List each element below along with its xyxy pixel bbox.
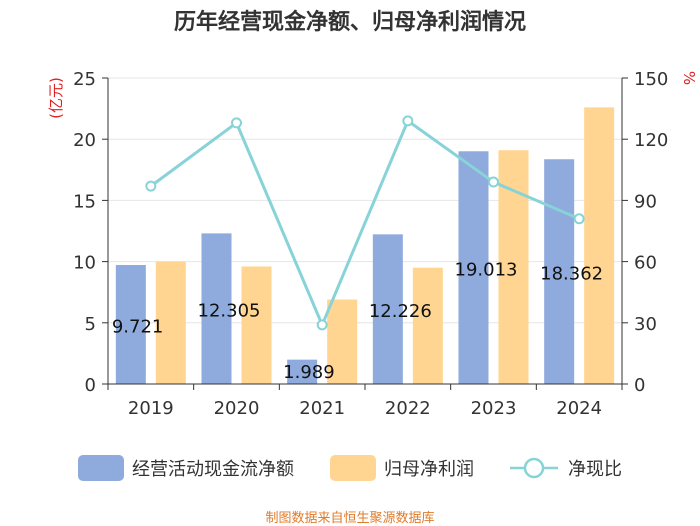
ratio-point	[488, 176, 499, 188]
data-label-cashflow: 18.362	[540, 264, 603, 285]
ratio-point	[231, 117, 242, 129]
right-tick-label: 120	[634, 130, 668, 151]
legend-item-cashflow[interactable]: 经营活动现金流净额	[78, 452, 294, 484]
legend-swatch-cashflow	[78, 455, 124, 481]
right-tick-label: 150	[634, 69, 668, 90]
chart-canvas: 0 5 10 15 20 25 0 30 60 90 120 150 (亿元) % 2019 2020 2021…	[47, 69, 698, 419]
left-tick-label: 25	[73, 69, 96, 90]
right-axis-title: %	[680, 71, 698, 85]
right-tick-label: 60	[634, 253, 657, 274]
bar-cashflow	[201, 233, 232, 384]
bar-netprofit	[327, 299, 358, 384]
left-tick-label: 0	[85, 375, 96, 396]
x-tick-label: 2023	[471, 398, 517, 419]
bar-netprofit	[584, 107, 615, 384]
data-label-cashflow: 12.226	[369, 301, 432, 322]
ratio-point	[145, 180, 157, 192]
bar-cashflow	[544, 159, 575, 384]
ratio-line	[145, 115, 585, 331]
data-label-cashflow: 9.721	[112, 317, 164, 338]
bar-netprofit	[412, 267, 443, 384]
ratio-point	[316, 319, 328, 331]
bar-cashflow	[115, 265, 146, 384]
left-tick-label: 20	[73, 130, 96, 151]
legend-label-ratio: 净现比	[568, 459, 622, 480]
bar-netprofit	[155, 261, 186, 384]
left-axis-title: (亿元)	[47, 77, 65, 119]
left-tick-label: 10	[73, 253, 96, 274]
x-tick-label: 2020	[214, 398, 260, 419]
bar-cashflow	[372, 234, 403, 384]
data-label-cashflow: 1.989	[283, 362, 335, 383]
bars	[115, 107, 615, 384]
x-tick-label: 2021	[299, 398, 345, 419]
axes: 0 5 10 15 20 25 0 30 60 90 120 150 (亿元) % 2019 2020 2021…	[47, 69, 698, 419]
data-source-note: 制图数据来自恒生聚源数据库	[265, 511, 435, 526]
bar-netprofit	[241, 266, 272, 384]
chart-title: 历年经营现金净额、归母净利润情况	[173, 10, 526, 35]
x-tick-label: 2022	[385, 398, 431, 419]
right-tick-label: 90	[634, 191, 657, 212]
left-tick-label: 15	[73, 191, 96, 212]
legend-label-netprofit: 归母净利润	[384, 459, 474, 480]
right-tick-label: 0	[634, 375, 645, 396]
right-tick-label: 30	[634, 314, 657, 335]
bar-cashflow	[458, 151, 489, 384]
data-label-cashflow: 12.305	[198, 301, 261, 322]
bar-cashflow	[287, 359, 318, 384]
data-labels: 9.721 12.305 1.989 12.226 19.013 18.362	[112, 260, 603, 383]
x-tick-label: 2024	[556, 398, 602, 419]
legend-label-cashflow: 经营活动现金流净额	[132, 459, 294, 480]
ratio-point	[573, 213, 585, 225]
data-label-cashflow: 19.013	[455, 260, 518, 281]
legend-swatch-netprofit	[330, 455, 376, 481]
x-tick-label: 2019	[128, 398, 174, 419]
legend-swatch-ratio	[510, 457, 558, 479]
legend: 经营活动现金流净额 归母净利润 净现比	[0, 452, 700, 484]
legend-item-ratio[interactable]: 净现比	[508, 452, 622, 484]
left-tick-label: 5	[85, 314, 96, 335]
legend-item-netprofit[interactable]: 归母净利润	[330, 452, 474, 484]
ratio-point	[402, 115, 414, 127]
ratio-line-path	[149, 118, 580, 329]
